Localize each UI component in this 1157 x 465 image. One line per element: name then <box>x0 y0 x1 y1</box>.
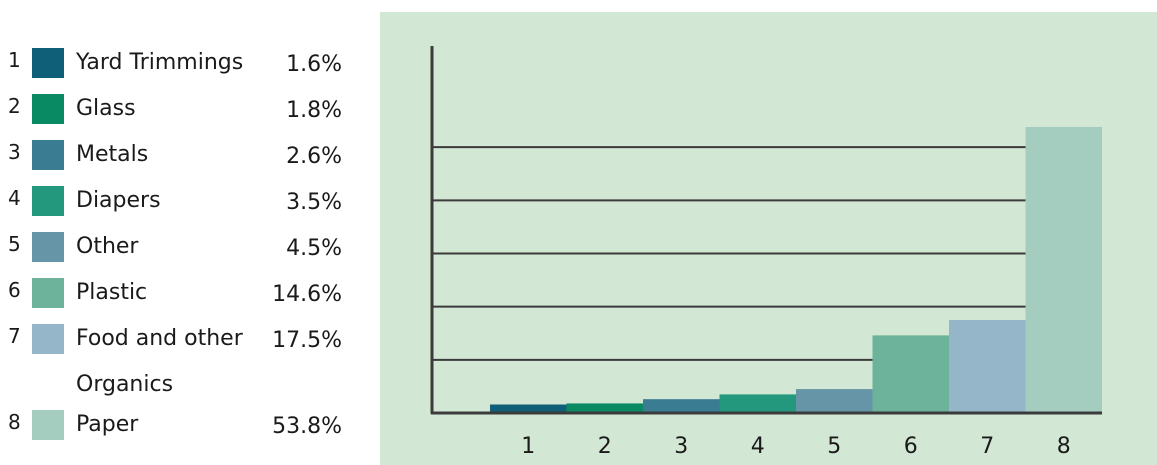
x-tick-label: 6 <box>904 434 918 459</box>
legend-item-7: 7 Food and other Organics 17.5% <box>0 318 360 410</box>
legend-value: 1.6% <box>286 52 342 77</box>
legend-number: 1 <box>8 48 21 72</box>
legend-item-2: 2 Glass 1.8% <box>0 88 360 134</box>
legend-swatch <box>32 94 64 124</box>
legend-swatch <box>32 324 64 354</box>
bar-5 <box>796 389 873 413</box>
legend-swatch <box>32 232 64 262</box>
legend-label: Food and other <box>76 326 243 351</box>
legend-swatch <box>32 186 64 216</box>
bar-3 <box>643 399 720 413</box>
legend-swatch <box>32 278 64 308</box>
legend-number: 3 <box>8 140 21 164</box>
legend-label: Metals <box>76 142 149 167</box>
legend-swatch <box>32 410 64 440</box>
bar-6 <box>872 335 949 413</box>
x-tick-label: 8 <box>1057 434 1071 459</box>
x-tick-label: 3 <box>674 434 688 459</box>
legend-number: 7 <box>8 324 21 348</box>
legend-label: Paper <box>76 412 139 437</box>
legend-label: Other <box>76 234 139 259</box>
bar-8 <box>1025 126 1102 414</box>
legend-swatch <box>32 140 64 170</box>
legend-item-1: 1 Yard Trimmings 1.6% <box>0 42 360 88</box>
legend-value: 3.5% <box>286 190 342 215</box>
bar-4 <box>719 394 796 413</box>
x-tick-label: 4 <box>751 434 765 459</box>
legend-value: 1.8% <box>286 98 342 123</box>
legend-label: Glass <box>76 96 136 121</box>
x-tick-label: 2 <box>598 434 612 459</box>
legend-item-6: 6 Plastic 14.6% <box>0 272 360 318</box>
legend-label: Diapers <box>76 188 161 213</box>
legend-label: Yard Trimmings <box>76 50 244 75</box>
legend-number: 6 <box>8 278 21 302</box>
legend-value: 14.6% <box>272 282 342 307</box>
legend-swatch <box>32 48 64 78</box>
legend-label-line2: Organics <box>76 372 174 397</box>
bar-7 <box>949 319 1026 413</box>
legend-item-5: 5 Other 4.5% <box>0 226 360 272</box>
chart-panel: 1 2 3 4 5 6 7 8 <box>380 12 1157 465</box>
x-tick-label: 7 <box>980 434 994 459</box>
bar-chart: 1 2 3 4 5 6 7 8 <box>430 46 1102 459</box>
legend-item-8: 8 Paper 53.8% <box>0 404 360 450</box>
legend-value: 4.5% <box>286 236 342 261</box>
legend-number: 4 <box>8 186 21 210</box>
legend-number: 8 <box>8 410 21 434</box>
bar-1 <box>490 404 567 413</box>
x-tick-label: 1 <box>521 434 535 459</box>
legend-number: 5 <box>8 232 21 256</box>
legend-item-3: 3 Metals 2.6% <box>0 134 360 180</box>
legend-number: 2 <box>8 94 21 118</box>
legend: 1 Yard Trimmings 1.6% 2 Glass 1.8% 3 Met… <box>0 0 360 465</box>
legend-value: 53.8% <box>272 414 342 439</box>
bar-2 <box>566 403 643 413</box>
legend-value: 17.5% <box>272 328 342 353</box>
x-tick-label: 5 <box>827 434 841 459</box>
legend-item-4: 4 Diapers 3.5% <box>0 180 360 226</box>
legend-label: Plastic <box>76 280 148 305</box>
legend-value: 2.6% <box>286 144 342 169</box>
